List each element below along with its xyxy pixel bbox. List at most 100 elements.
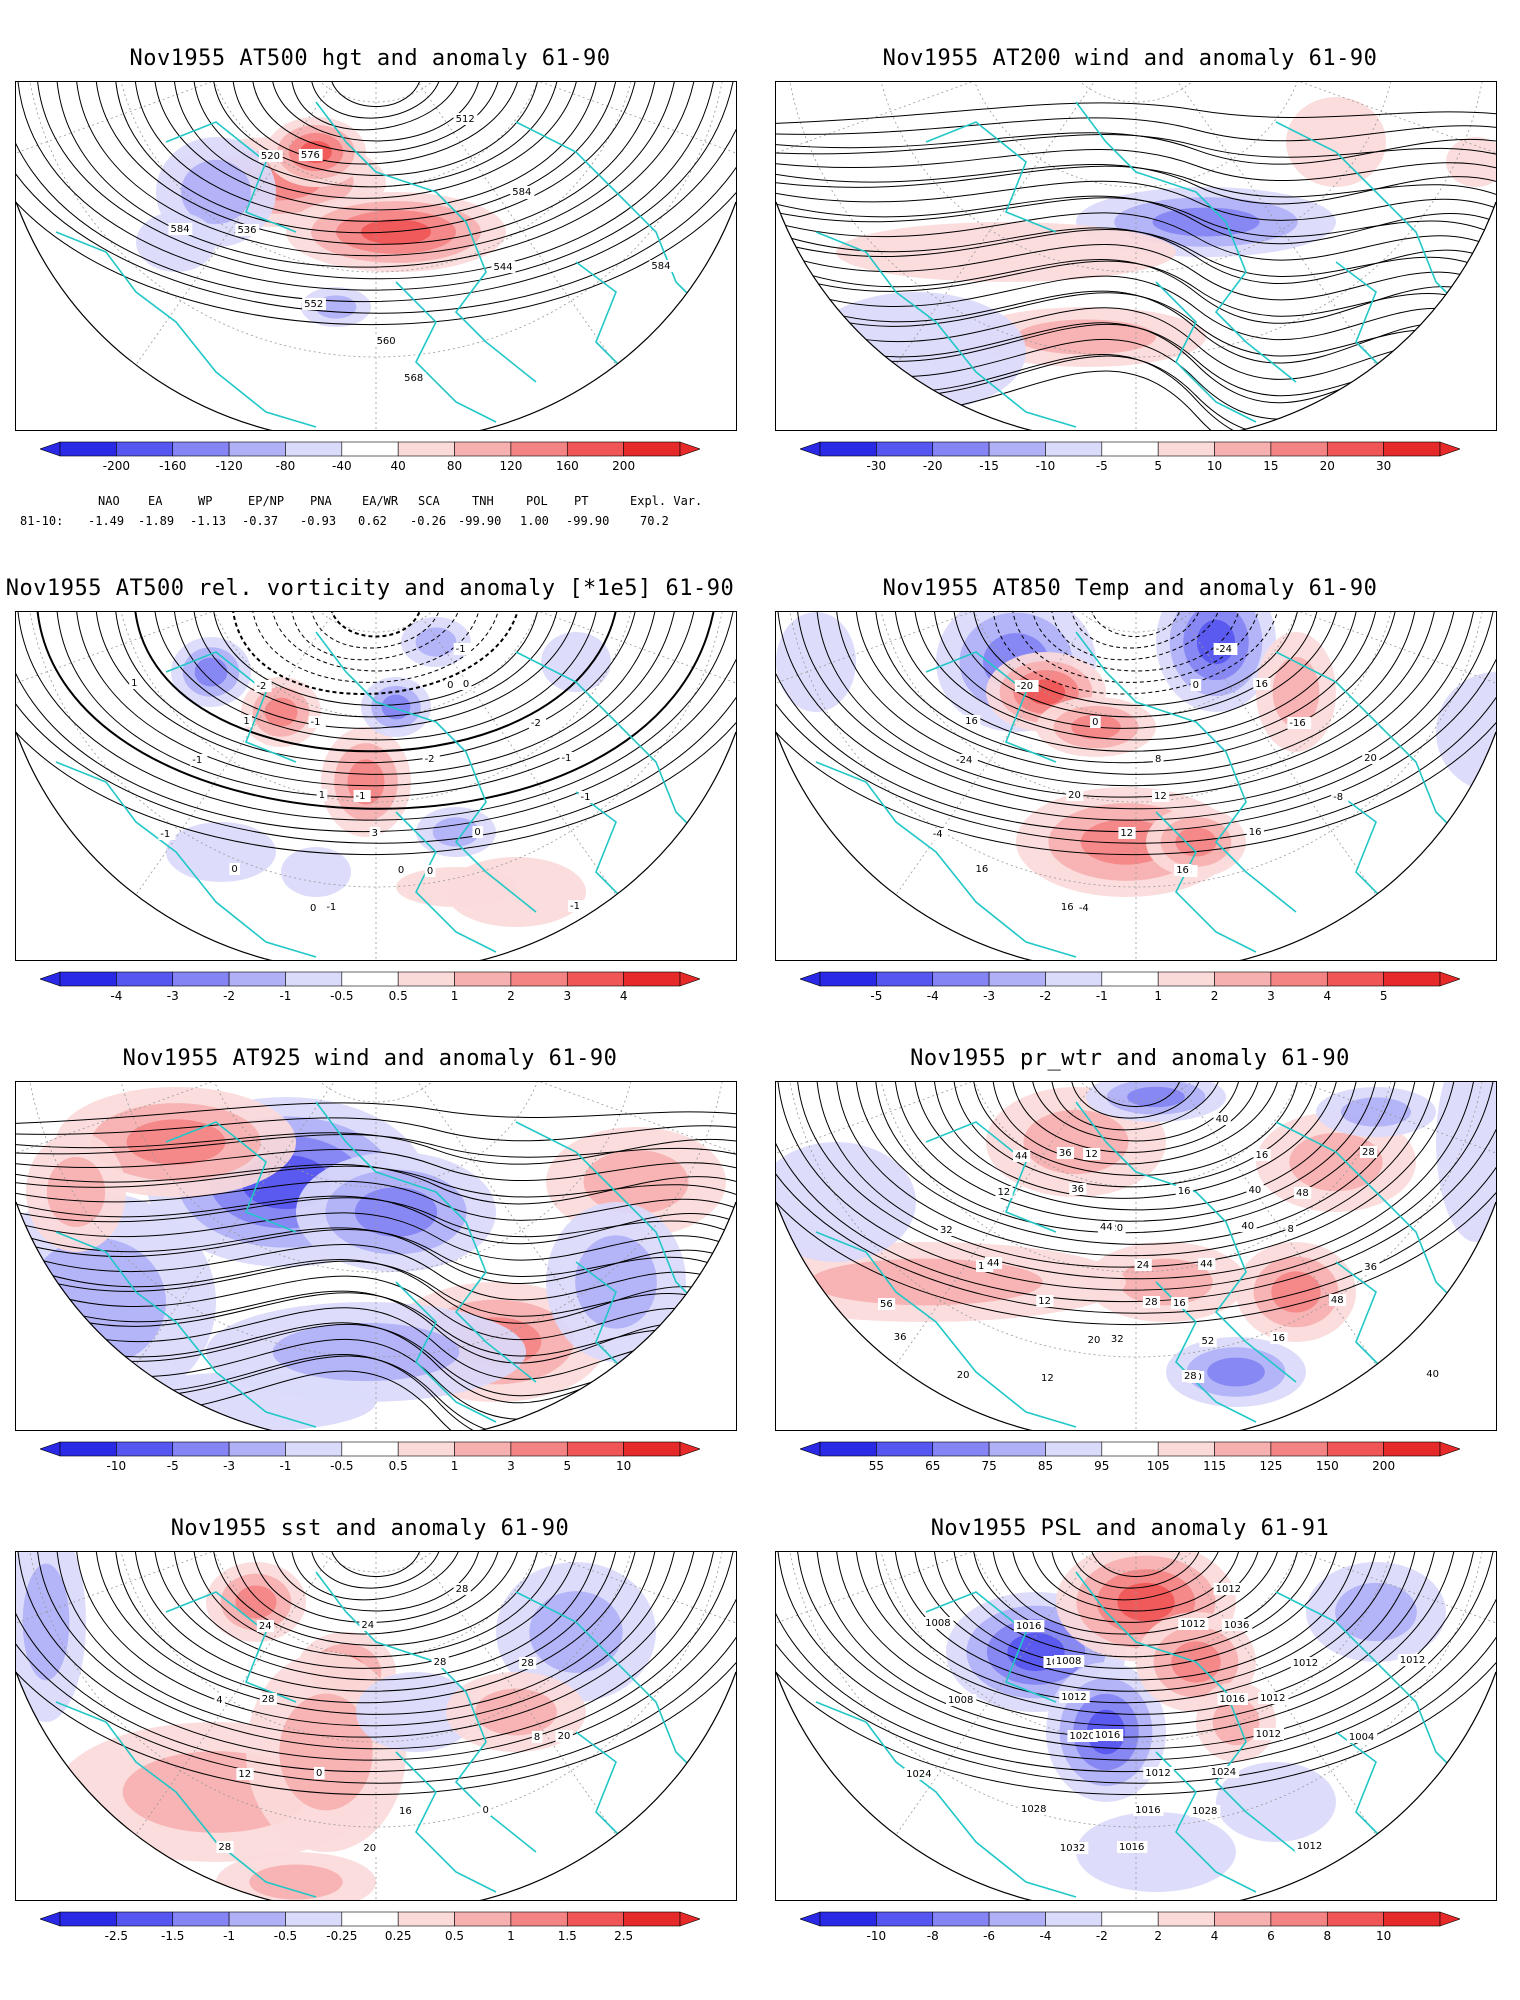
graticule-meridian <box>776 612 1137 717</box>
map-boundary <box>16 1671 736 1900</box>
colorbar-segment <box>988 1911 1046 1927</box>
contour-line <box>776 612 1496 856</box>
colorbar-tick-label: 0.5 <box>389 989 408 1003</box>
anomaly-shade <box>235 1585 277 1619</box>
map-panel: Nov1955 AT500 hgt and anomaly 61-90 512 52… <box>0 45 740 485</box>
contour-label: 16 <box>965 716 978 727</box>
contour-line <box>952 612 1320 718</box>
contour-line <box>16 1552 736 1772</box>
contour-label: -1 <box>581 792 591 803</box>
contour-line <box>16 612 736 844</box>
coastline <box>575 1261 637 1383</box>
colorbar-segment <box>341 971 399 987</box>
colorbar-segment <box>285 1441 343 1457</box>
anomaly-shade <box>1175 827 1217 857</box>
index-header: PT <box>574 494 589 508</box>
contour-label: 56 <box>880 1299 893 1310</box>
contour-label: 28 <box>434 1657 447 1668</box>
colorbar-tick-label: -1 <box>279 989 291 1003</box>
colorbar-segment <box>228 1911 286 1927</box>
colorbar-tick-label: -1 <box>223 1929 235 1943</box>
coastline <box>395 281 497 423</box>
contour-label: 0 <box>231 864 237 875</box>
contour-line <box>894 1082 1378 1222</box>
colorbar-tick-label: -8 <box>927 1929 939 1943</box>
contour-label: 24 <box>361 1620 374 1631</box>
anomaly-shade <box>1076 1812 1236 1892</box>
colorbar-tick-label: 2.5 <box>614 1929 633 1943</box>
coastline <box>1075 101 1297 383</box>
colorbar-arrow-high <box>679 441 700 457</box>
colorbar-tick-label: -10 <box>867 1929 887 1943</box>
contour-label: 1016 <box>1095 1730 1120 1741</box>
colorbar-segment <box>988 441 1046 457</box>
colorbar-segment <box>1383 441 1441 457</box>
colorbar-segment <box>1045 971 1103 987</box>
contour-line <box>1050 1552 1222 1601</box>
streamline <box>776 117 1496 142</box>
map-boundary <box>16 1201 736 1430</box>
contour-label: 560 <box>377 336 396 347</box>
contour-label: 12 <box>1154 791 1167 802</box>
graticule-meridian <box>776 82 1137 187</box>
contour-line <box>16 612 736 821</box>
colorbar-tick-label: 10 <box>1207 459 1222 473</box>
colorbar-tick-label: -10 <box>1036 459 1056 473</box>
colorbar-segment <box>59 1441 117 1457</box>
anomaly-shade <box>26 1237 166 1367</box>
streamline <box>776 163 1496 205</box>
colorbar-tick-label: 1.5 <box>558 1929 577 1943</box>
contour-label: 44 <box>1100 1222 1113 1233</box>
contour-label: -8 <box>1333 792 1343 803</box>
colorbar: -10 -8 -6 -4 -2 2 4 6 8 10 <box>800 1911 1460 1943</box>
contour-label: 48 <box>1331 1295 1344 1306</box>
contour-label: 4 <box>216 1695 222 1706</box>
colorbar-tick-label: -160 <box>159 459 186 473</box>
contour-label: 0 <box>427 866 433 877</box>
panel-title: Nov1955 PSL and anomaly 61-91 <box>930 1516 1330 1541</box>
contour-line <box>854 612 1418 775</box>
contour-label: 584 <box>171 224 190 235</box>
colorbar-tick-label: -4 <box>927 989 939 1003</box>
colorbar-arrow-low <box>800 1911 821 1927</box>
contour-label: -1 <box>570 901 580 912</box>
contour-label: 44 <box>987 1258 1000 1269</box>
colorbar-tick-label: 2 <box>1154 1929 1162 1943</box>
map-panel: Nov1955 AT200 wind and anomaly 61-90 -30-… <box>760 45 1500 485</box>
colorbar-segment <box>1383 971 1441 987</box>
contour-line <box>952 1552 1320 1658</box>
colorbar-tick-label: -120 <box>215 459 242 473</box>
contour-line <box>776 612 1496 844</box>
colorbar-segment <box>1326 971 1384 987</box>
contour-line <box>16 1552 736 1784</box>
contour-label: 32 <box>940 1225 953 1236</box>
colorbar-tick-label: -2.5 <box>105 1929 128 1943</box>
colorbar-segment <box>819 1911 877 1927</box>
panel-title: Nov1955 AT925 wind and anomaly 61-90 <box>122 1046 618 1071</box>
index-value: -99.90 <box>566 514 610 528</box>
contour-line <box>1011 1082 1261 1153</box>
contour-label: 12 <box>1120 828 1133 839</box>
contour-label: -1 <box>311 717 321 728</box>
colorbar-tick-label: 3 <box>563 989 571 1003</box>
contour-label: 1016 <box>1220 1694 1245 1705</box>
colorbar-segment <box>1214 441 1272 457</box>
graticule-meridian <box>776 1082 1137 1187</box>
contour-label: 3 <box>372 828 378 839</box>
contour-label: 568 <box>404 373 423 384</box>
anomaly-shade <box>249 1864 343 1900</box>
coastline <box>395 1281 497 1423</box>
colorbar-segment <box>1157 1911 1215 1927</box>
graticule-meridian <box>100 1082 377 1416</box>
contour-label: -1 <box>456 644 466 655</box>
colorbar-tick-label: 10 <box>1376 1929 1391 1943</box>
graticule-meridian <box>16 1552 377 1657</box>
contour-label: 20 <box>1364 753 1377 764</box>
contour-line <box>290 1552 462 1601</box>
map-frame <box>775 81 1497 431</box>
colorbar-tick-label: -2 <box>223 989 235 1003</box>
streamline <box>16 1282 736 1364</box>
colorbar-segment <box>932 1911 990 1927</box>
streamline <box>16 1165 736 1204</box>
map-frame: 512520528536544552560568576584584584 <box>15 81 737 431</box>
